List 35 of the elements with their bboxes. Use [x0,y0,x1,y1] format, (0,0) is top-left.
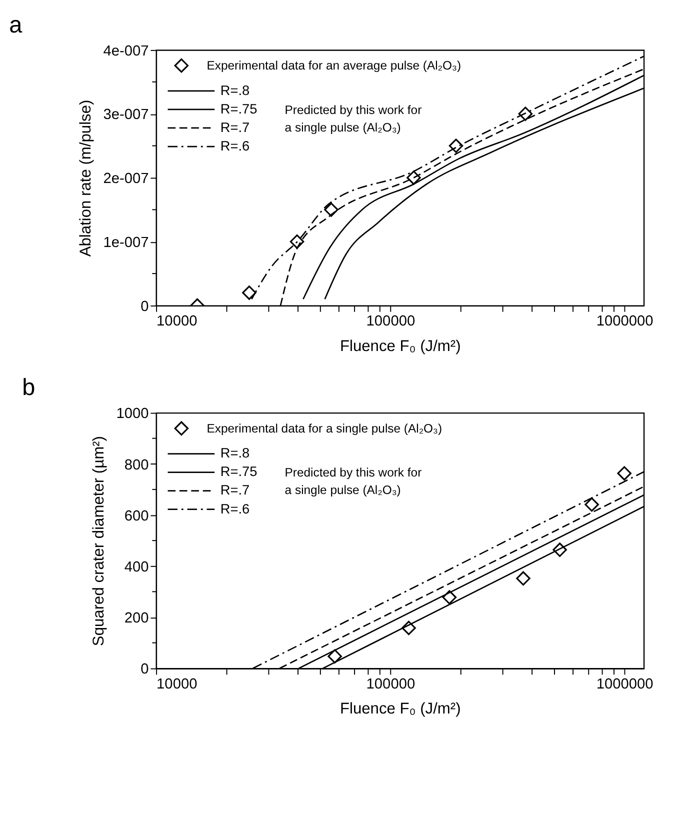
legend-label: Experimental data for an average pulse (Al₂O₃) [206,58,462,72]
y-tick-label: 1e-007 [103,234,149,251]
legend-label: R=.7 [220,120,250,135]
y-tick-label: 1000 [116,406,149,422]
chart-title: a [9,11,24,38]
y-tick-label: 0 [140,298,149,315]
y-tick-label: 4e-007 [103,43,149,60]
x-tick-label: 100000 [366,676,416,692]
chart-title: b [22,374,36,400]
y-tick-label: 200 [124,610,149,627]
x-tick-label: 100000 [366,314,416,330]
y-tick-label: 800 [124,457,149,474]
legend-label: R=.8 [220,82,250,98]
x-tick-label: 1000000 [596,676,654,692]
y-axis-title: Ablation rate (m/pulse) [78,100,95,257]
x-axis-title: Fluence F₀ (J/m²) [340,700,461,718]
legend-label: R=.7 [220,482,250,498]
y-tick-label: 2e-007 [103,171,149,188]
legend-label: R=.6 [220,138,250,154]
y-axis-title: Squared crater diameter (µm²) [90,436,108,646]
legend-label: Experimental data for a single pulse (Al₂O₃) [206,421,442,436]
y-tick-label: 400 [124,559,149,576]
y-tick-label: 3e-007 [103,107,149,124]
legend-label: R=.6 [220,501,250,516]
x-tick-label: 1000000 [596,314,654,330]
x-tick-label: 10000 [156,676,198,692]
x-tick-label: 10000 [156,314,198,330]
y-tick-label: 0 [140,662,149,678]
annotation: Predicted by this work for a single pulse (Al₂O₃) [284,466,422,498]
legend-label: R=.8 [220,446,250,461]
legend-label: R=.75 [220,101,258,116]
x-axis-title: Fluence F₀ (J/m²) [340,338,461,355]
legend-label: R=.75 [220,464,258,480]
y-tick-label: 600 [124,508,149,524]
annotation: Predicted by this work for a single pulse (Al₂O₃) [284,102,422,134]
